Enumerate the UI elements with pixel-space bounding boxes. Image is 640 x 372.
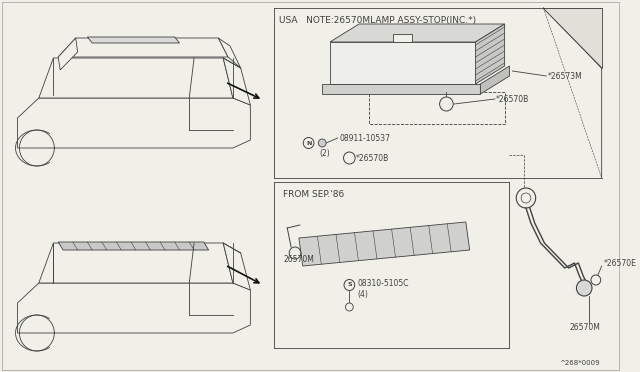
Text: 08911-10537: 08911-10537 (340, 134, 390, 142)
Circle shape (344, 152, 355, 164)
Polygon shape (476, 24, 504, 84)
Polygon shape (223, 243, 250, 290)
Polygon shape (330, 24, 504, 42)
Polygon shape (58, 242, 209, 250)
Polygon shape (322, 84, 481, 94)
Text: S: S (347, 282, 351, 288)
Polygon shape (58, 38, 77, 70)
Circle shape (516, 188, 536, 208)
Polygon shape (330, 42, 476, 84)
Circle shape (577, 280, 592, 296)
Text: *26573M: *26573M (547, 71, 582, 80)
Text: *26570E: *26570E (604, 259, 637, 267)
Polygon shape (543, 8, 602, 68)
Polygon shape (481, 66, 509, 94)
Text: *26570B: *26570B (356, 154, 389, 163)
Circle shape (303, 138, 314, 148)
Polygon shape (17, 283, 250, 333)
Circle shape (521, 193, 531, 203)
Circle shape (440, 97, 453, 111)
Polygon shape (218, 38, 241, 68)
Circle shape (591, 275, 601, 285)
Text: (2): (2) (319, 148, 330, 157)
Circle shape (318, 139, 326, 147)
Text: (4): (4) (357, 291, 368, 299)
Text: 26570M: 26570M (570, 324, 600, 333)
Polygon shape (393, 34, 412, 42)
Bar (369, 92, 504, 124)
Polygon shape (87, 37, 180, 43)
Polygon shape (39, 243, 233, 283)
Polygon shape (39, 58, 233, 98)
Circle shape (346, 303, 353, 311)
Text: FROM SEP.'86: FROM SEP.'86 (284, 189, 344, 199)
Polygon shape (58, 38, 228, 57)
Circle shape (289, 247, 301, 259)
Text: N: N (306, 141, 311, 145)
Text: 26570M: 26570M (284, 256, 314, 264)
Polygon shape (17, 98, 250, 148)
Text: ^268*0009: ^268*0009 (559, 360, 600, 366)
Text: 08310-5105C: 08310-5105C (357, 279, 408, 288)
Circle shape (344, 279, 355, 291)
Polygon shape (223, 58, 250, 105)
Text: *26570B: *26570B (496, 94, 529, 103)
Text: USA   NOTE:26570MLAMP ASSY-STOP(INC.*): USA NOTE:26570MLAMP ASSY-STOP(INC.*) (280, 16, 477, 25)
Polygon shape (299, 222, 470, 266)
